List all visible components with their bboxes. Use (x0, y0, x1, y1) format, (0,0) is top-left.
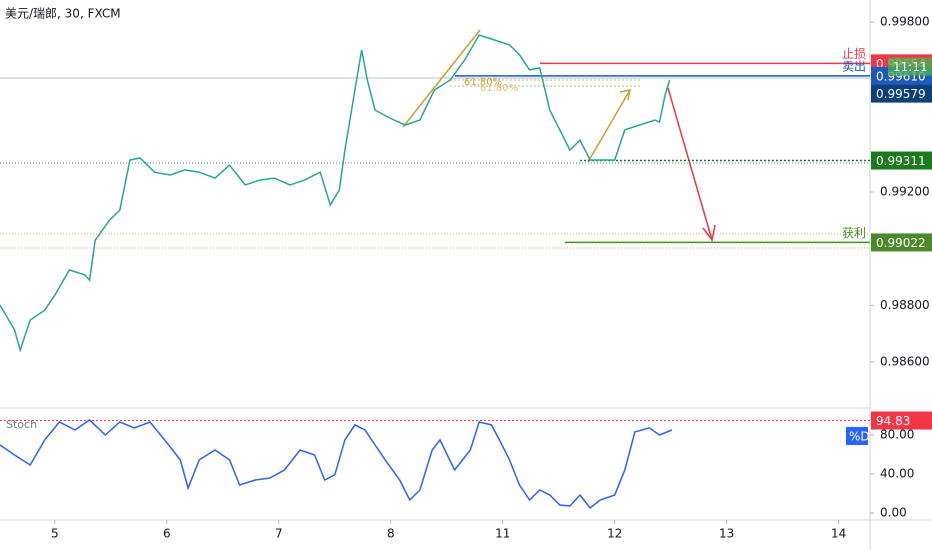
level-tag-box (871, 411, 932, 430)
last-price-tag-box (871, 84, 932, 103)
series-line (0, 418, 673, 510)
x-tick-label: 11 (495, 527, 510, 541)
price-tag-box (871, 151, 932, 170)
projection-arrow (402, 29, 481, 128)
y-tick-label: 40.00 (880, 466, 914, 480)
chart-title: 美元/瑞郎, 30, FXCM (5, 7, 121, 21)
y-tick-label: 0.98600 (880, 354, 930, 368)
y-tick-label: 80.00 (880, 427, 914, 441)
last-price-tag-label: 0.99579 (876, 87, 926, 101)
price-tag-label: 0.99311 (876, 154, 926, 168)
x-tick-label: 13 (719, 527, 734, 541)
level-name: 获利 (842, 226, 866, 240)
y-tick-label: 0.99200 (880, 184, 930, 198)
level-tag-label: 94.83 (876, 414, 910, 428)
arrow-head (702, 224, 716, 242)
level-name: 止损 (842, 47, 866, 61)
y-tick-label: 0.00 (880, 505, 907, 519)
x-tick-label: 8 (387, 527, 395, 541)
countdown-box (888, 57, 932, 76)
price-tag-box (871, 233, 932, 252)
pane-title: Stoch (6, 418, 37, 431)
price-tag-label: 0.99022 (876, 236, 926, 250)
projection-arrow (587, 89, 631, 163)
level-name: 卖出 (842, 59, 866, 73)
y-tick-label: 0.99800 (880, 14, 930, 28)
legend-box (846, 426, 868, 445)
countdown: 11:11 (893, 60, 928, 74)
x-tick-label: 12 (607, 527, 622, 541)
series-line (0, 34, 671, 353)
arrow-head (619, 89, 631, 101)
x-tick-label: 14 (831, 527, 846, 541)
x-tick-label: 6 (163, 527, 171, 541)
fib-label: 61.80% (464, 77, 502, 88)
y-tick-label: 0.98800 (880, 298, 930, 312)
projection-arrow (667, 87, 713, 241)
x-tick-label: 5 (51, 527, 59, 541)
legend-label: %D (849, 429, 870, 443)
fib-label: 61.80% (480, 83, 518, 94)
x-tick-label: 7 (275, 527, 283, 541)
